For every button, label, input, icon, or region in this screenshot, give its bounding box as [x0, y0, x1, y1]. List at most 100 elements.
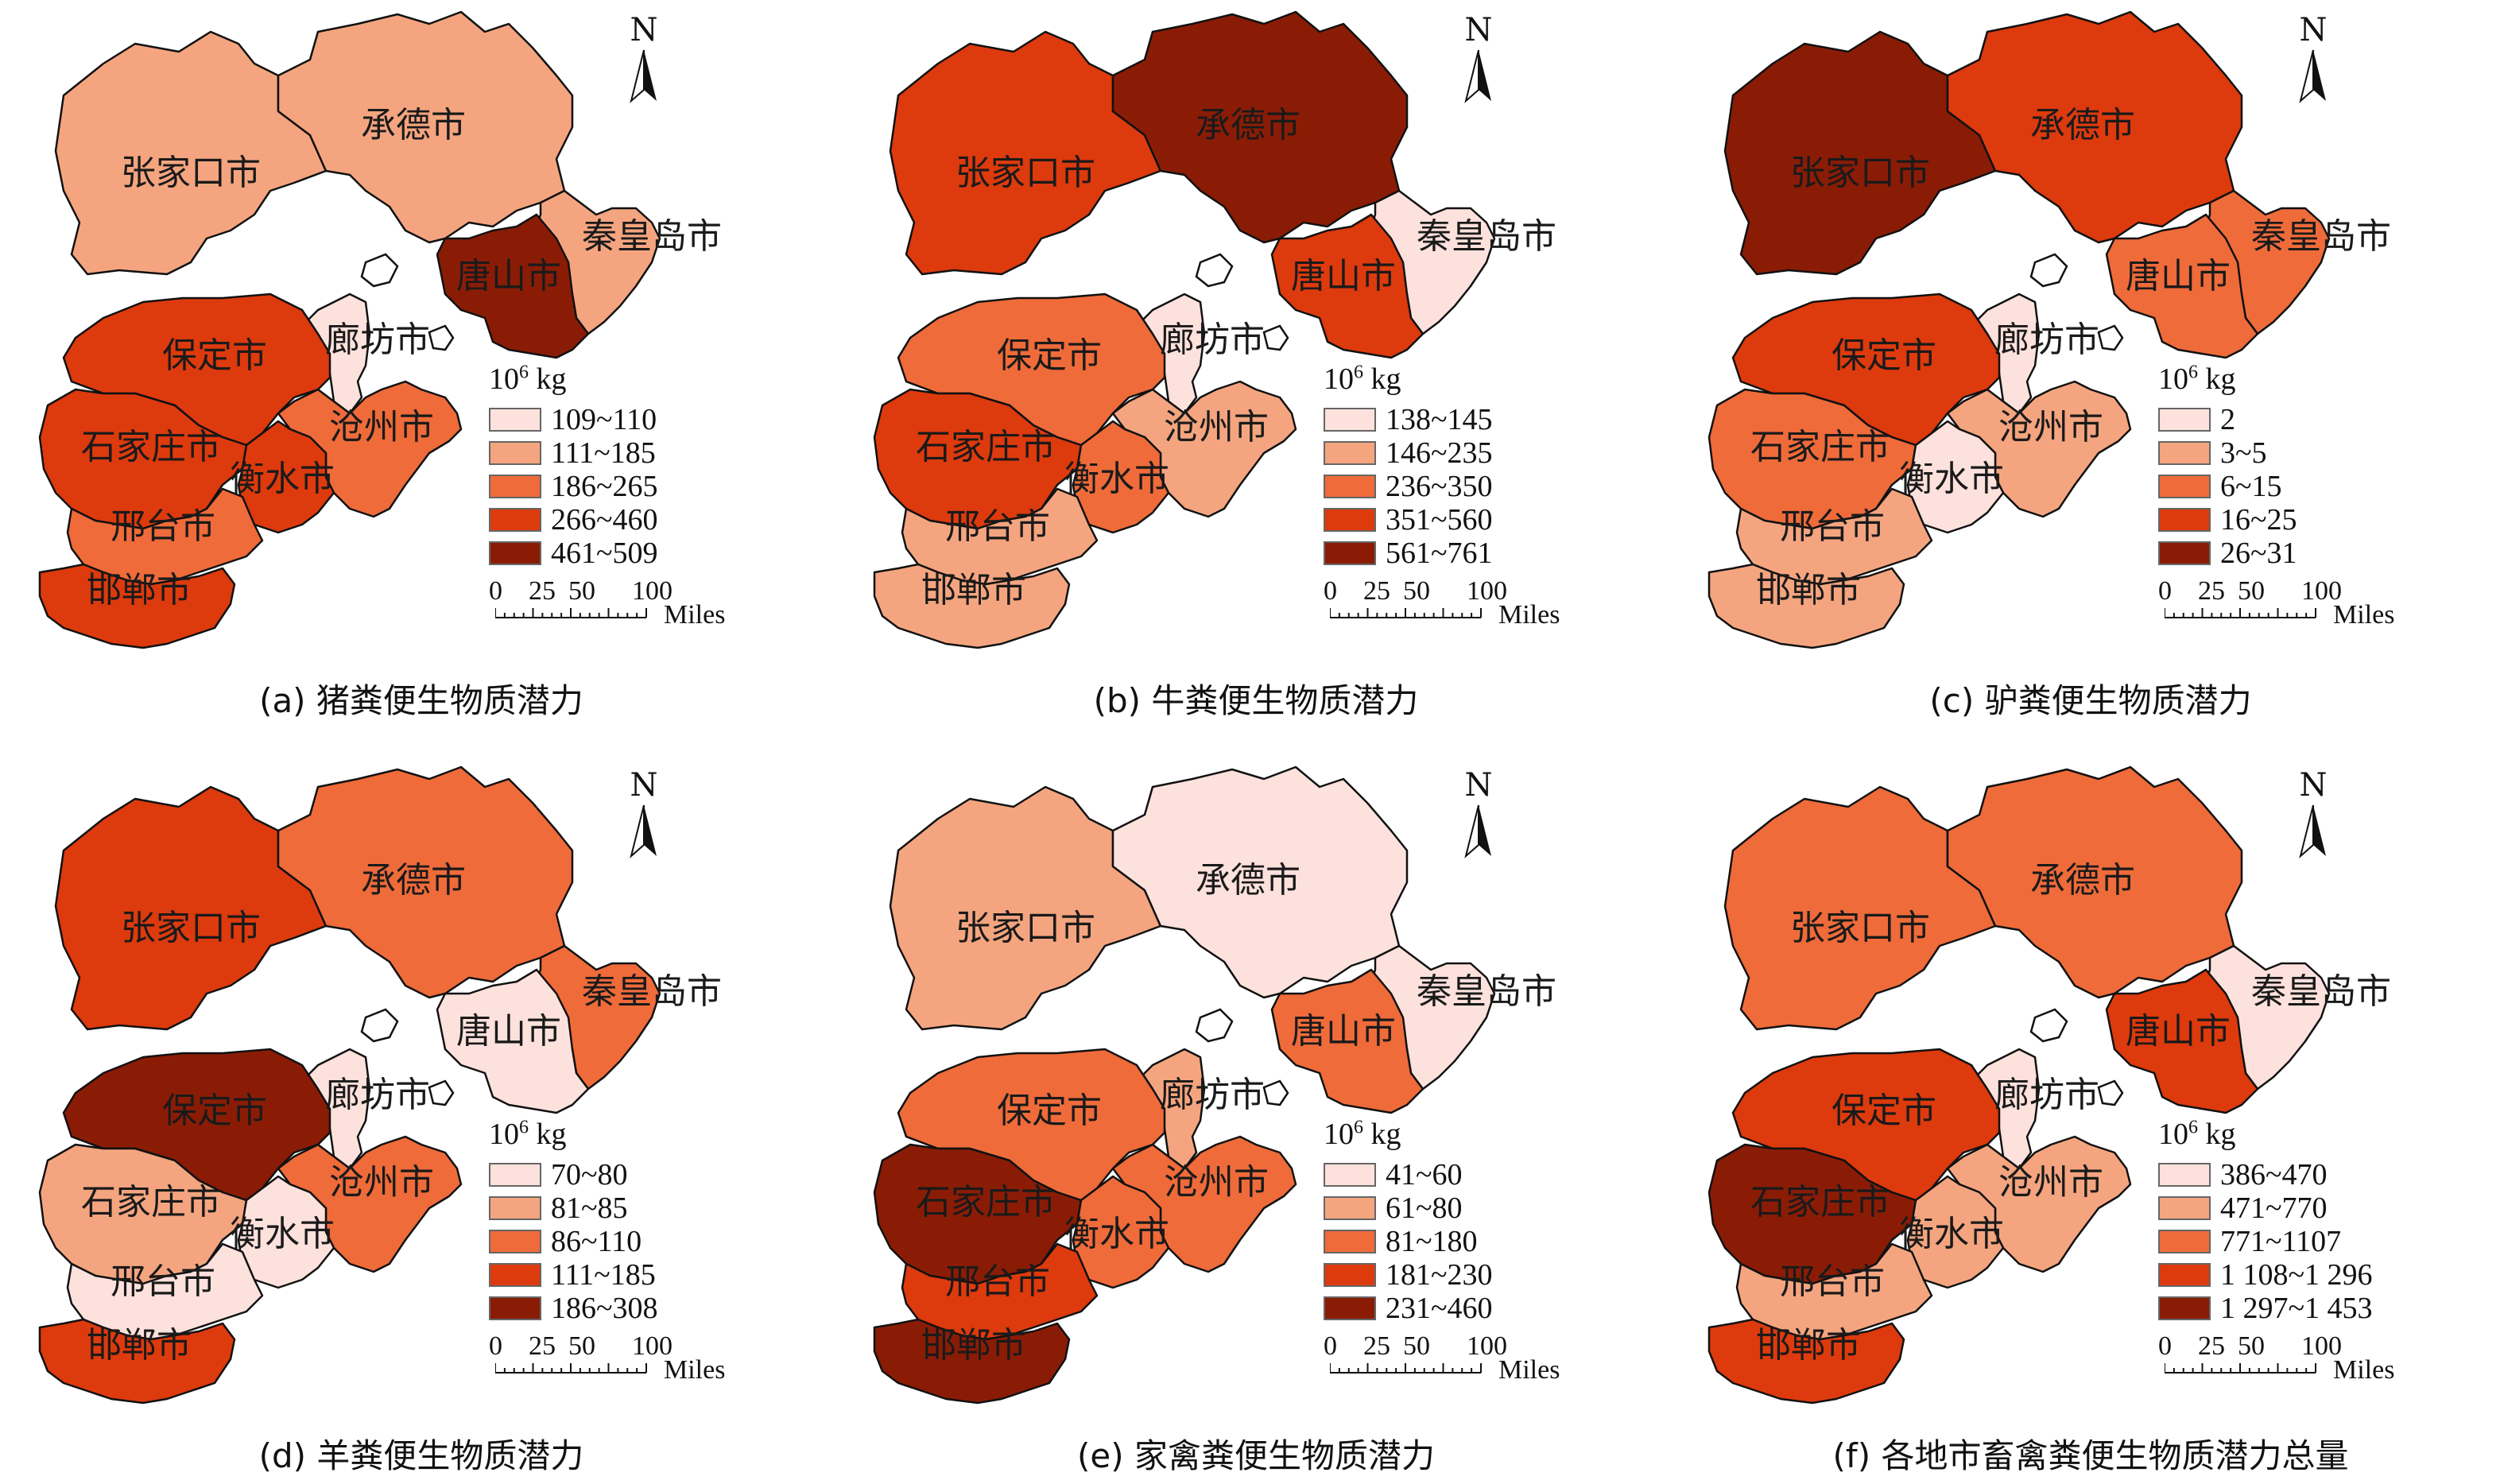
- legend-swatch: [489, 1163, 541, 1187]
- region-label-langfang: 廊坊市: [325, 320, 430, 360]
- legend-swatch: [2158, 508, 2211, 532]
- unit-exponent: 6: [1354, 362, 1363, 383]
- legend-swatch: [489, 408, 541, 432]
- legend-swatch: [489, 1263, 541, 1287]
- legend-label: 561~761: [1386, 537, 1493, 570]
- panel-caption: (e) 家禽粪便生物质潜力: [1077, 1436, 1435, 1475]
- region-label-hengshui: 衡水市: [230, 459, 335, 499]
- legend-item: 86~110: [489, 1225, 658, 1258]
- region-label-zhangjiakou: 张家口市: [121, 908, 261, 948]
- region-label-cangzhou: 沧州市: [1164, 407, 1269, 448]
- enclave-outline: [360, 1008, 399, 1043]
- region-label-qinhuangdao: 秦皇岛市: [2251, 216, 2391, 257]
- unit-base: 10: [1324, 362, 1354, 396]
- unit-kg: kg: [2205, 362, 2236, 396]
- legend-swatch: [2158, 441, 2211, 465]
- scale-unit-label: Miles: [2333, 600, 2395, 630]
- legend-label: 461~509: [551, 537, 658, 570]
- unit-exponent: 6: [519, 362, 529, 383]
- region-label-langfang: 廊坊市: [1994, 320, 2099, 360]
- legend-item: 16~25: [2158, 503, 2297, 537]
- legend-swatch: [2158, 541, 2211, 565]
- region-tangshan: [1270, 213, 1424, 359]
- region-label-zhangjiakou: 张家口市: [955, 153, 1095, 193]
- legend-unit-title: 106 kg: [2158, 1117, 2373, 1152]
- scale-tick-label: 50: [568, 576, 595, 606]
- north-arrow: N: [2289, 12, 2337, 112]
- region-handan: [1707, 563, 1905, 649]
- legend-item: 111~185: [489, 1258, 658, 1292]
- map-panel: 张家口市 承德市 秦皇岛市 唐山市 廊坊市 保定市 石家庄市 沧州市 衡水市 邢台市 邯郸市 N 106…: [16, 0, 827, 731]
- scale-tick-label: 50: [2238, 576, 2265, 606]
- legend-item: 1 108~1 296: [2158, 1258, 2373, 1292]
- region-label-zhangjiakou: 张家口市: [955, 908, 1095, 948]
- legend-swatch: [1324, 1263, 1376, 1287]
- region-handan: [873, 563, 1071, 649]
- legend-item: 3~5: [2158, 436, 2297, 470]
- region-label-shijiazhuang: 石家庄市: [81, 1182, 221, 1222]
- unit-kg: kg: [2205, 1118, 2236, 1151]
- scale-tick-label: 0: [2158, 1331, 2172, 1361]
- legend-swatch: [1324, 441, 1376, 465]
- north-arrow: N: [620, 12, 668, 112]
- legend-swatch: [1324, 1196, 1376, 1220]
- region-label-shijiazhuang: 石家庄市: [916, 1182, 1056, 1222]
- scale-bar: 0 25 50 100 Miles: [489, 1331, 759, 1387]
- scale-tick-label: 0: [2158, 576, 2172, 606]
- unit-kg: kg: [536, 1118, 567, 1151]
- scale-tick-label: 50: [1403, 1331, 1430, 1361]
- scale-tick-label: 100: [1467, 1331, 1507, 1361]
- legend-swatch: [2158, 1196, 2211, 1220]
- scale-bar-line: [1330, 608, 1482, 618]
- region-label-handan: 邯郸市: [1756, 570, 1861, 610]
- scale-tick-label: 50: [568, 1331, 595, 1361]
- region-label-shijiazhuang: 石家庄市: [1750, 427, 1890, 467]
- scale-tick-label: 0: [489, 576, 502, 606]
- legend-item: 771~1107: [2158, 1225, 2373, 1258]
- north-label: N: [630, 12, 658, 48]
- north-label: N: [2299, 12, 2328, 48]
- legend-label: 181~230: [1386, 1258, 1493, 1292]
- region-zhangjiakou: [54, 30, 328, 276]
- region-label-qinhuangdao: 秦皇岛市: [582, 971, 722, 1012]
- legend-label: 61~80: [1386, 1191, 1463, 1225]
- region-label-chengde: 承德市: [361, 105, 466, 145]
- region-label-xingtai: 邢台市: [110, 506, 215, 547]
- panel-caption: (f) 各地市畜禽粪便生物质潜力总量: [1832, 1436, 2349, 1475]
- unit-kg: kg: [536, 362, 567, 396]
- scale-bar: 0 25 50 100 Miles: [1324, 576, 1594, 632]
- region-label-handan: 邯郸市: [87, 1325, 192, 1366]
- legend: 106 kg 138~145 146~235 236~350 351~560 561~76…: [1324, 362, 1493, 570]
- legend-label: 111~185: [551, 436, 656, 470]
- region-zhangjiakou: [889, 785, 1162, 1031]
- legend: 106 kg 386~470 471~770 771~1107 1 108~1 296 1…: [2158, 1117, 2373, 1325]
- scale-tick-label: 25: [1363, 1331, 1390, 1361]
- region-label-tangshan: 唐山市: [456, 1011, 561, 1052]
- legend-label: 186~265: [551, 470, 658, 503]
- legend-label: 109~110: [551, 403, 657, 436]
- region-tangshan: [436, 968, 590, 1114]
- scale-tick-label: 25: [1363, 576, 1390, 606]
- north-arrow-icon: [630, 49, 657, 103]
- region-label-baoding: 保定市: [162, 335, 267, 376]
- legend-label: 16~25: [2220, 503, 2297, 537]
- region-label-hengshui: 衡水市: [230, 1214, 335, 1254]
- scale-tick-label: 50: [2238, 1331, 2265, 1361]
- scale-tick-label: 0: [1324, 1331, 1337, 1361]
- legend-label: 1 297~1 453: [2220, 1292, 2373, 1325]
- region-label-cangzhou: 沧州市: [329, 407, 434, 448]
- map-panel: 张家口市 承德市 秦皇岛市 唐山市 廊坊市 保定市 石家庄市 沧州市 衡水市 邢台市 邯郸市 N 106…: [1685, 755, 2496, 1484]
- legend-unit-title: 106 kg: [489, 362, 658, 397]
- region-label-tangshan: 唐山市: [1291, 1011, 1396, 1052]
- north-arrow-icon: [2299, 804, 2326, 858]
- map-panel: 张家口市 承德市 秦皇岛市 唐山市 廊坊市 保定市 石家庄市 沧州市 衡水市 邢台市 邯郸市 N 106…: [16, 755, 827, 1484]
- region-label-cangzhou: 沧州市: [329, 1162, 434, 1203]
- legend: 106 kg 2 3~5 6~15 16~25 26~31: [2158, 362, 2297, 570]
- unit-base: 10: [2158, 362, 2188, 396]
- north-arrow: N: [620, 767, 668, 867]
- scale-tick-label: 0: [489, 1331, 502, 1361]
- panel-caption: (a) 猪粪便生物质潜力: [259, 681, 583, 720]
